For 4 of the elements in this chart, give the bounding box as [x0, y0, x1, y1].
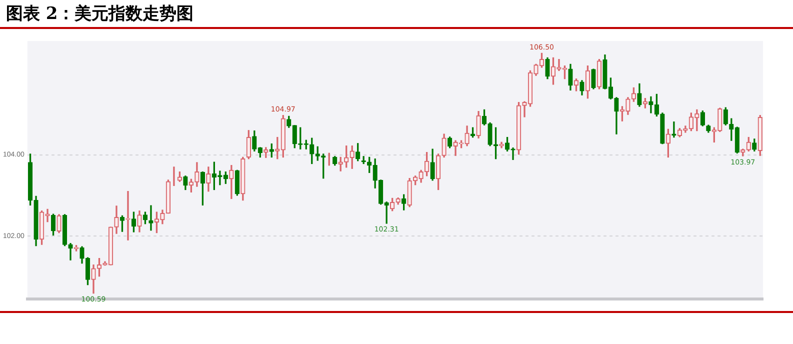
candlestick [126, 191, 130, 240]
candlestick [68, 243, 73, 260]
candlestick [148, 205, 154, 231]
chart-title: 图表 2：美元指数走势图 [0, 0, 793, 29]
